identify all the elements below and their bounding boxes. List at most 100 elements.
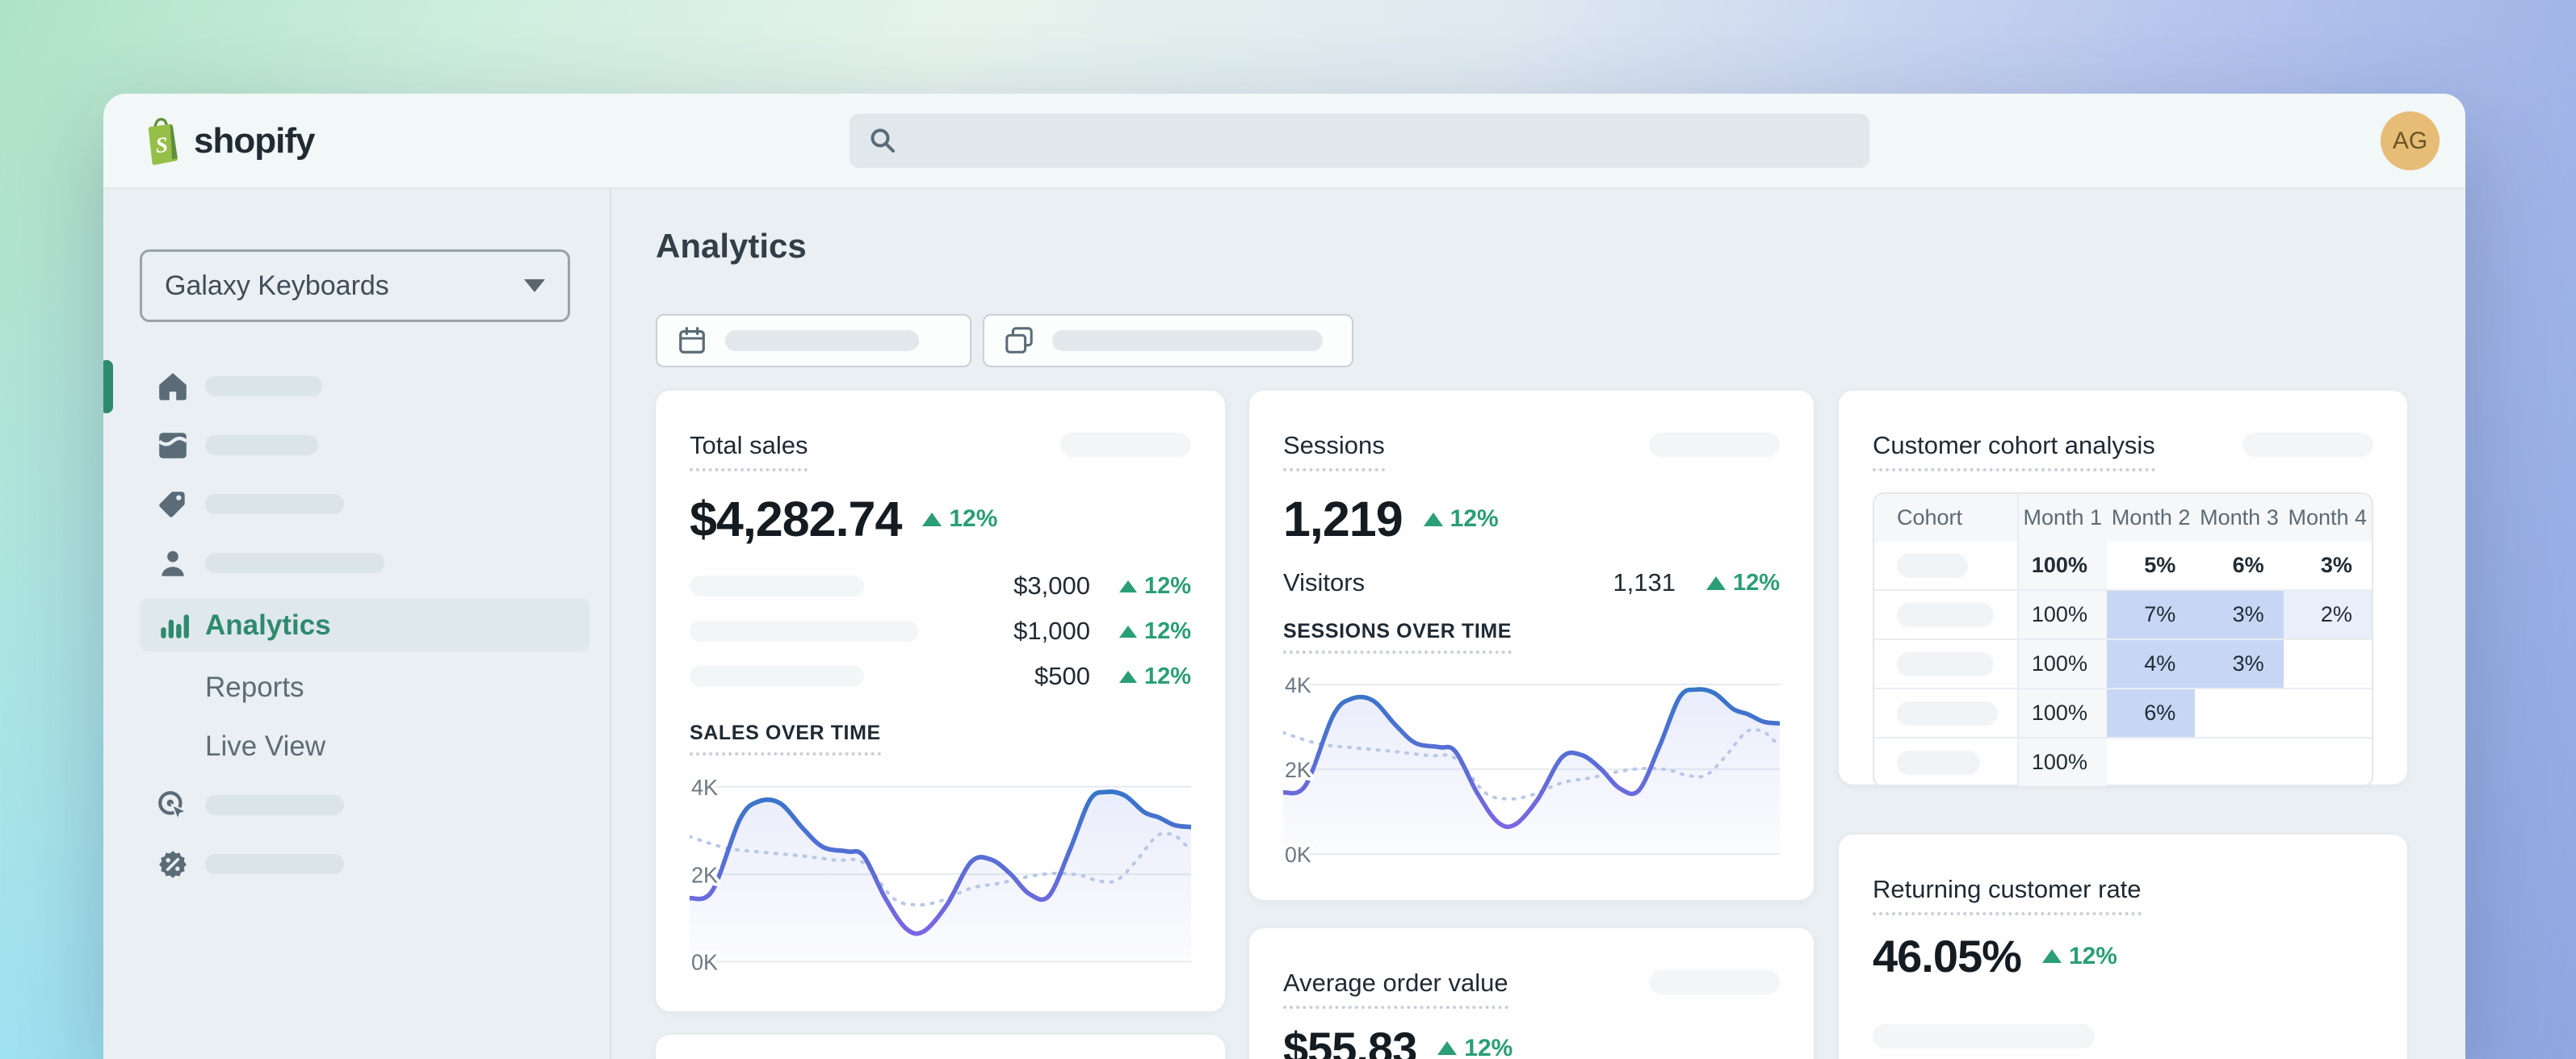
skeleton-label [1873,1024,2095,1049]
cohort-title[interactable]: Customer cohort analysis [1873,431,2155,471]
sales-over-time-label[interactable]: SALES OVER TIME [690,722,881,756]
skeleton-pill [1060,433,1191,457]
visitors-delta: 12% [1705,570,1780,596]
date-range-button[interactable] [656,314,971,367]
skeleton-label [690,576,864,596]
increase-arrow-icon [1705,576,1726,590]
visitors-label: Visitors [1283,568,1366,596]
shopify-logo: S shopify [139,94,315,189]
active-item-highlight [140,598,589,651]
increase-arrow-icon [922,512,942,526]
sales-breakdown-row: $500 12% [690,654,1191,699]
cohort-value-cell: 100% [2018,689,2107,737]
app-window: S shopify AG Galaxy Keyboards [103,94,2465,1059]
skeleton-label [205,795,344,815]
cohort-value-cell: 100% [2018,591,2107,638]
cohort-analysis-card: Customer cohort analysis Cohort Month 1 … [1839,391,2407,788]
cohort-table-header: Cohort Month 1 Month 2 Month 3 Month 4 [1874,494,2372,542]
skeleton-label [1897,553,1968,578]
sales-breakdown-delta: 12% [1118,663,1191,690]
svg-text:0K: 0K [691,949,718,974]
sessions-over-time-chart: 4K 2K 0K [1283,667,1780,869]
skeleton-label [1897,701,1998,726]
svg-text:2K: 2K [1285,758,1311,782]
top-bar: S shopify AG [103,94,2465,189]
sidebar-item-label: Live View [205,730,326,762]
svg-text:4K: 4K [1285,673,1311,697]
calendar-compare-icon [1005,327,1033,354]
sidebar-item-marketing[interactable] [103,776,610,835]
date-compare-button[interactable] [983,314,1353,367]
cohort-value-cell: 100% [2018,739,2107,786]
sidebar-item-products[interactable] [103,475,610,534]
store-selector-dropdown[interactable]: Galaxy Keyboards [140,249,570,322]
analytics-icon [156,609,190,643]
search-input[interactable] [850,114,1869,168]
calendar-icon [679,327,705,354]
visitors-value: 1,131 [1613,568,1676,596]
cohort-value-cell [2195,739,2283,786]
skeleton-label [205,494,344,514]
marketing-icon [156,789,190,823]
cohort-value-cell: 7% [2106,591,2196,638]
sales-breakdown-delta: 12% [1118,573,1191,600]
returning-rate-delta: 12% [2041,943,2117,970]
cohort-value-cell [2284,689,2372,737]
sidebar-item-live-view[interactable]: Live View [103,717,610,776]
sales-breakdown-value: $1,000 [1013,617,1090,645]
skeleton-date-value [1052,330,1323,351]
cohort-value-cell [2284,739,2372,786]
orders-icon [156,429,190,463]
search-icon [871,128,895,153]
total-sales-delta: 12% [922,505,997,533]
skeleton-label [205,435,318,455]
products-tag-icon [156,488,190,521]
sidebar-item-label: Reports [205,671,304,703]
aov-title[interactable]: Average order value [1283,969,1508,1009]
sidebar-divider [610,189,611,1059]
sidebar-item-discounts[interactable] [103,835,610,894]
page-title: Analytics [656,227,807,265]
column-header: Month 3 [2195,494,2284,542]
skeleton-label [1897,750,1980,775]
skeleton-pill [1649,433,1780,457]
total-sales-value: $4,282.74 [690,492,902,546]
cohort-value-cell: 3% [2320,553,2352,577]
sales-breakdown-list: $3,000 12% $1,000 12% $500 12% [690,563,1191,699]
skeleton-label [690,621,918,642]
sidebar-item-reports[interactable]: Reports [103,658,610,717]
returning-rate-title[interactable]: Returning customer rate [1873,875,2142,915]
skeleton-label [1897,602,1994,627]
sidebar-item-home[interactable] [103,357,610,416]
svg-text:2K: 2K [691,862,718,887]
cohort-name-cell [1874,542,2019,589]
active-nav-indicator [103,360,113,413]
shopify-wordmark: shopify [194,121,315,161]
aov-value: $55.83 [1283,1023,1417,1059]
sidebar-item-customers[interactable] [103,534,610,592]
increase-arrow-icon [1423,512,1443,526]
sessions-over-time-label[interactable]: SESSIONS OVER TIME [1283,620,1512,654]
total-sales-title[interactable]: Total sales [690,431,808,471]
sessions-title[interactable]: Sessions [1283,431,1385,471]
sidebar-item-orders[interactable] [103,416,610,475]
shopify-bag-icon: S [148,118,178,165]
skeleton-pill [1649,970,1780,994]
cohort-name-cell [1874,591,2019,638]
sessions-value: 1,219 [1283,492,1403,546]
cohort-table-row: 100% [1874,737,2372,786]
chevron-down-icon [524,279,545,292]
home-icon [156,370,190,404]
cohort-value-cell: 4% [2106,640,2196,688]
cohort-name-cell [1874,739,2019,786]
cohort-value-cell: 2% [2283,591,2372,638]
sidebar-item-analytics[interactable]: Analytics [103,596,610,655]
avatar[interactable]: AG [2381,111,2440,170]
cohort-table-row: 100% 4% 3% [1874,638,2372,688]
cohort-value-cell [2195,689,2283,737]
visitors-row: Visitors 1,131 12% [1283,568,1780,597]
column-header: Month 4 [2283,494,2372,542]
skeleton-label [205,553,384,573]
svg-text:0K: 0K [1285,843,1311,867]
